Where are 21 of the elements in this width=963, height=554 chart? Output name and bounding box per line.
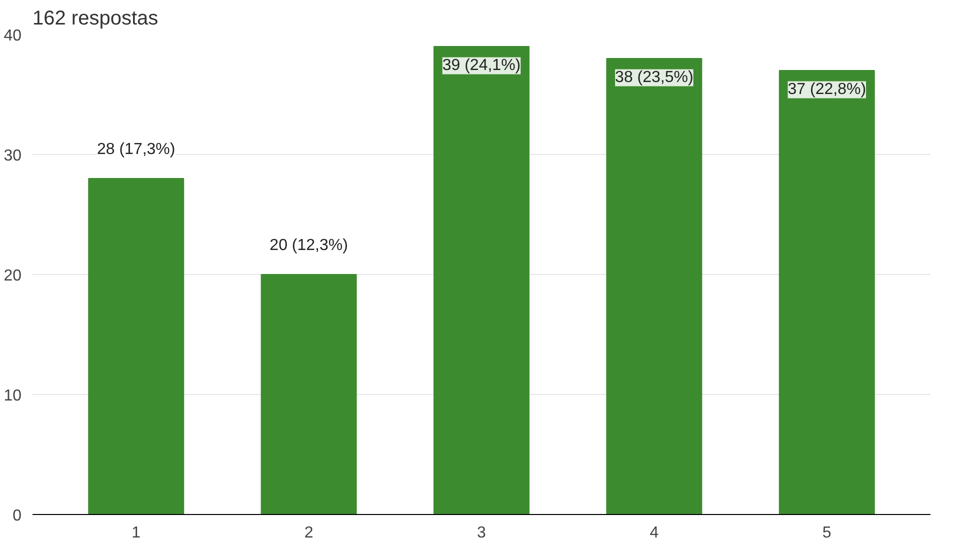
- bar: [778, 70, 875, 514]
- x-tick-label: 5: [822, 524, 832, 542]
- bar: [88, 178, 184, 514]
- bar: [260, 274, 357, 514]
- y-tick-label: 30: [4, 148, 22, 164]
- x-tick-label: 3: [477, 524, 486, 542]
- y-tick-label: 10: [4, 388, 22, 404]
- data-label: 37 (22,8%): [788, 81, 866, 98]
- chart-title: 162 respostas: [32, 8, 158, 30]
- y-tick-label: 40: [4, 28, 22, 44]
- y-tick-label: 20: [4, 268, 22, 284]
- y-tick-label: 0: [12, 508, 22, 524]
- data-label: 38 (23,5%): [615, 69, 694, 86]
- x-tick-label: 1: [132, 524, 141, 542]
- data-label: 39 (24,1%): [442, 57, 521, 74]
- bar: [434, 46, 530, 514]
- x-tick-label: 2: [304, 524, 314, 542]
- bar: [606, 58, 702, 514]
- data-label: 20 (12,3%): [270, 237, 348, 254]
- data-label: 28 (17,3%): [96, 141, 176, 158]
- x-tick-label: 4: [650, 524, 659, 542]
